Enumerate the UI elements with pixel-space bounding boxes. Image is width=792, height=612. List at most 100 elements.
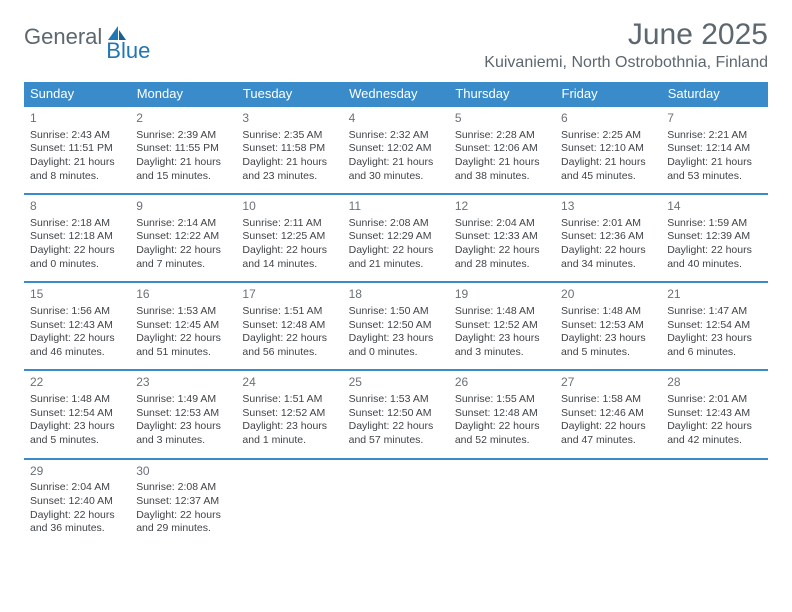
day-cell: 24Sunrise: 1:51 AMSunset: 12:52 AMDaylig…: [236, 370, 342, 458]
sunrise-text: Sunrise: 1:59 AM: [667, 217, 761, 231]
daylight-text: Daylight: 22 hours and 34 minutes.: [561, 244, 655, 271]
week-row: 8Sunrise: 2:18 AMSunset: 12:18 AMDayligh…: [24, 194, 768, 282]
sunrise-text: Sunrise: 2:11 AM: [242, 217, 336, 231]
sunset-text: Sunset: 12:02 AM: [349, 142, 443, 156]
day-number: 17: [242, 287, 336, 303]
sunset-text: Sunset: 12:43 AM: [30, 319, 124, 333]
day-number: 5: [455, 111, 549, 127]
brand-logo: General Blue: [24, 24, 172, 50]
sunrise-text: Sunrise: 1:58 AM: [561, 393, 655, 407]
sunrise-text: Sunrise: 2:35 AM: [242, 129, 336, 143]
day-number: 28: [667, 375, 761, 391]
day-cell: 27Sunrise: 1:58 AMSunset: 12:46 AMDaylig…: [555, 370, 661, 458]
calendar-table: Sunday Monday Tuesday Wednesday Thursday…: [24, 82, 768, 546]
daylight-text: Daylight: 22 hours and 57 minutes.: [349, 420, 443, 447]
day-number: 1: [30, 111, 124, 127]
daylight-text: Daylight: 23 hours and 1 minute.: [242, 420, 336, 447]
location-label: Kuivaniemi, North Ostrobothnia, Finland: [484, 54, 768, 72]
sunset-text: Sunset: 12:40 AM: [30, 495, 124, 509]
sunset-text: Sunset: 12:10 AM: [561, 142, 655, 156]
day-cell: 3Sunrise: 2:35 AMSunset: 11:58 PMDayligh…: [236, 106, 342, 194]
dow-sunday: Sunday: [24, 82, 130, 106]
sunset-text: Sunset: 12:06 AM: [455, 142, 549, 156]
sunrise-text: Sunrise: 2:14 AM: [136, 217, 230, 231]
day-cell: 30Sunrise: 2:08 AMSunset: 12:37 AMDaylig…: [130, 459, 236, 546]
daylight-text: Daylight: 22 hours and 36 minutes.: [30, 509, 124, 536]
dow-tuesday: Tuesday: [236, 82, 342, 106]
day-number: 14: [667, 199, 761, 215]
week-row: 22Sunrise: 1:48 AMSunset: 12:54 AMDaylig…: [24, 370, 768, 458]
daylight-text: Daylight: 22 hours and 47 minutes.: [561, 420, 655, 447]
sunrise-text: Sunrise: 2:21 AM: [667, 129, 761, 143]
sunset-text: Sunset: 12:48 AM: [242, 319, 336, 333]
daylight-text: Daylight: 21 hours and 45 minutes.: [561, 156, 655, 183]
daylight-text: Daylight: 23 hours and 3 minutes.: [455, 332, 549, 359]
dow-header-row: Sunday Monday Tuesday Wednesday Thursday…: [24, 82, 768, 106]
day-cell: 21Sunrise: 1:47 AMSunset: 12:54 AMDaylig…: [661, 282, 767, 370]
page-header: General Blue June 2025 Kuivaniemi, North…: [24, 18, 768, 72]
month-title: June 2025: [484, 18, 768, 52]
daylight-text: Daylight: 22 hours and 7 minutes.: [136, 244, 230, 271]
sunrise-text: Sunrise: 2:28 AM: [455, 129, 549, 143]
dow-monday: Monday: [130, 82, 236, 106]
day-cell: [555, 459, 661, 546]
day-number: 6: [561, 111, 655, 127]
week-row: 29Sunrise: 2:04 AMSunset: 12:40 AMDaylig…: [24, 459, 768, 546]
daylight-text: Daylight: 23 hours and 6 minutes.: [667, 332, 761, 359]
day-number: 10: [242, 199, 336, 215]
title-block: June 2025 Kuivaniemi, North Ostrobothnia…: [484, 18, 768, 72]
sunset-text: Sunset: 12:52 AM: [242, 407, 336, 421]
day-number: 30: [136, 464, 230, 480]
day-number: 3: [242, 111, 336, 127]
sunset-text: Sunset: 12:50 AM: [349, 319, 443, 333]
day-cell: 28Sunrise: 2:01 AMSunset: 12:43 AMDaylig…: [661, 370, 767, 458]
day-cell: 29Sunrise: 2:04 AMSunset: 12:40 AMDaylig…: [24, 459, 130, 546]
daylight-text: Daylight: 22 hours and 14 minutes.: [242, 244, 336, 271]
day-number: 18: [349, 287, 443, 303]
sunset-text: Sunset: 12:43 AM: [667, 407, 761, 421]
day-number: 4: [349, 111, 443, 127]
sunrise-text: Sunrise: 2:04 AM: [455, 217, 549, 231]
sunset-text: Sunset: 12:46 AM: [561, 407, 655, 421]
day-number: 11: [349, 199, 443, 215]
sunrise-text: Sunrise: 1:48 AM: [561, 305, 655, 319]
day-cell: 26Sunrise: 1:55 AMSunset: 12:48 AMDaylig…: [449, 370, 555, 458]
dow-saturday: Saturday: [661, 82, 767, 106]
day-cell: 22Sunrise: 1:48 AMSunset: 12:54 AMDaylig…: [24, 370, 130, 458]
day-cell: 12Sunrise: 2:04 AMSunset: 12:33 AMDaylig…: [449, 194, 555, 282]
daylight-text: Daylight: 21 hours and 38 minutes.: [455, 156, 549, 183]
day-cell: 14Sunrise: 1:59 AMSunset: 12:39 AMDaylig…: [661, 194, 767, 282]
sunset-text: Sunset: 12:29 AM: [349, 230, 443, 244]
day-number: 23: [136, 375, 230, 391]
day-cell: 10Sunrise: 2:11 AMSunset: 12:25 AMDaylig…: [236, 194, 342, 282]
week-row: 15 Sunrise: 1:56 AMSunset: 12:43 AM Daylig…: [24, 282, 768, 370]
daylight-text: Daylight: 23 hours and 3 minutes.: [136, 420, 230, 447]
sunrise-text: Sunrise: 1:56 AM: [30, 305, 124, 319]
daylight-text: Daylight: 21 hours and 8 minutes.: [30, 156, 124, 183]
day-number: 15: [30, 287, 124, 303]
sunrise-text: Sunrise: 1:50 AM: [349, 305, 443, 319]
day-cell: 19Sunrise: 1:48 AMSunset: 12:52 AMDaylig…: [449, 282, 555, 370]
sunset-text: Sunset: 12:33 AM: [455, 230, 549, 244]
daylight-text: Daylight: 23 hours and 5 minutes.: [561, 332, 655, 359]
sunset-text: Sunset: 12:53 AM: [136, 407, 230, 421]
sunrise-text: Sunrise: 2:08 AM: [136, 481, 230, 495]
day-number: 22: [30, 375, 124, 391]
calendar-page: General Blue June 2025 Kuivaniemi, North…: [0, 0, 792, 564]
sunset-text: Sunset: 12:14 AM: [667, 142, 761, 156]
sunrise-text: Sunrise: 1:48 AM: [30, 393, 124, 407]
day-number: 16: [136, 287, 230, 303]
daylight-text: Daylight: 22 hours and 21 minutes.: [349, 244, 443, 271]
daylight-text: Daylight: 21 hours and 53 minutes.: [667, 156, 761, 183]
daylight-text: Daylight: 22 hours and 56 minutes.: [242, 332, 336, 359]
day-cell: 9Sunrise: 2:14 AMSunset: 12:22 AMDayligh…: [130, 194, 236, 282]
dow-friday: Friday: [555, 82, 661, 106]
sunrise-text: Sunrise: 2:43 AM: [30, 129, 124, 143]
day-number: 13: [561, 199, 655, 215]
sunset-text: Sunset: 12:36 AM: [561, 230, 655, 244]
day-number: 26: [455, 375, 549, 391]
day-cell: [236, 459, 342, 546]
sunset-text: Sunset: 11:58 PM: [242, 142, 336, 156]
daylight-text: Daylight: 22 hours and 42 minutes.: [667, 420, 761, 447]
sunrise-text: Sunrise: 1:53 AM: [349, 393, 443, 407]
